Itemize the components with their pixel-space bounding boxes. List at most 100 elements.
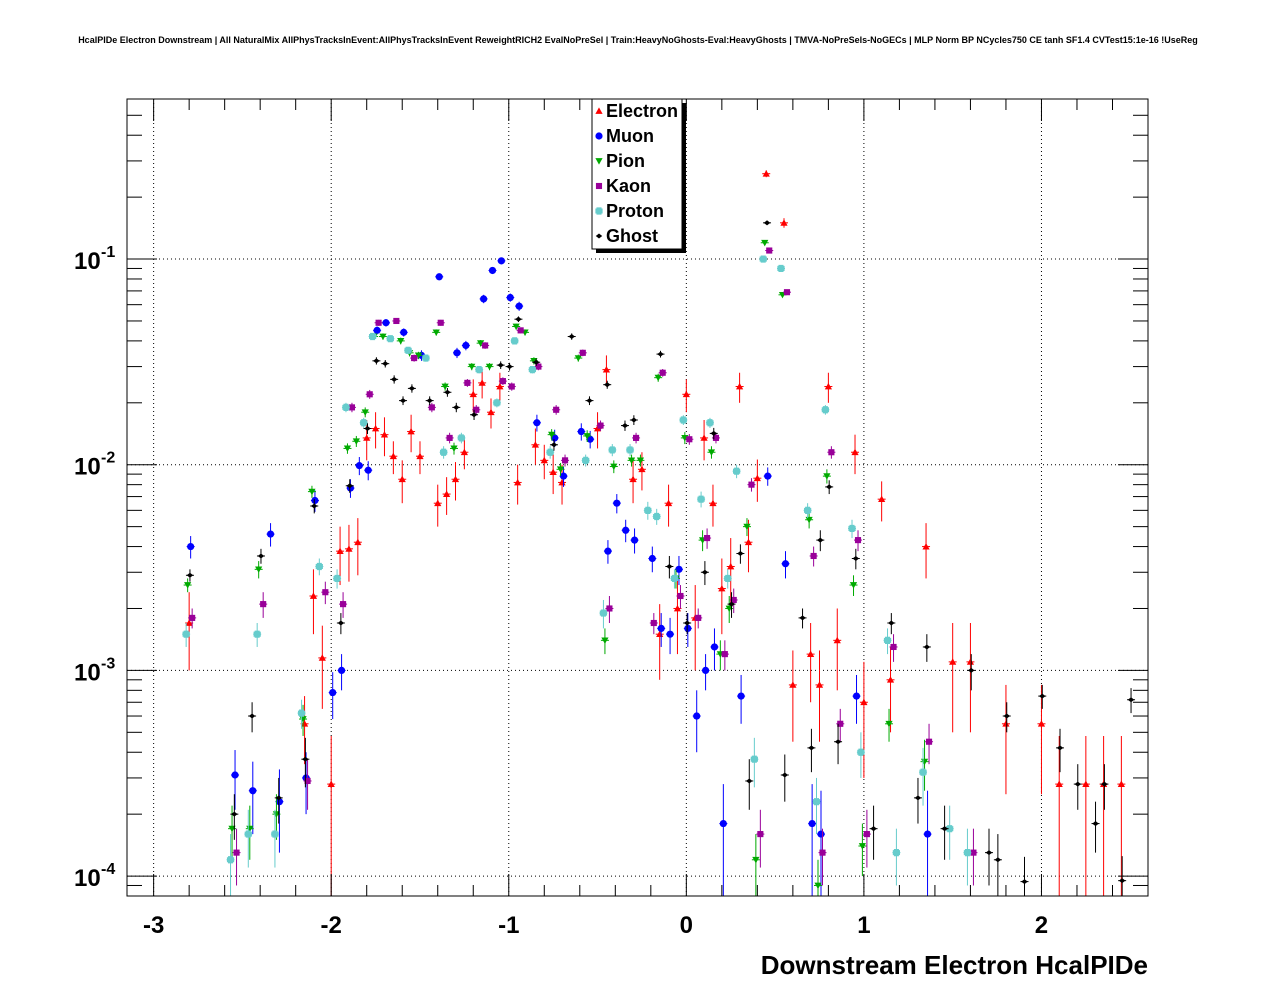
data-point-electron xyxy=(354,538,362,546)
data-point-muon xyxy=(701,666,710,674)
data-point-electron xyxy=(478,379,486,386)
data-point-muon xyxy=(231,771,239,779)
data-point-proton xyxy=(777,264,785,273)
data-point-ghost xyxy=(701,569,709,575)
data-point-proton xyxy=(857,748,865,756)
data-point-muon xyxy=(355,462,363,470)
data-point-pion xyxy=(414,352,423,360)
data-point-kaon xyxy=(854,537,862,544)
data-point-proton xyxy=(821,406,829,414)
data-point-kaon xyxy=(748,481,755,488)
data-point-ghost xyxy=(603,382,611,388)
data-point-muon xyxy=(764,472,772,480)
data-point-ghost xyxy=(586,398,593,404)
data-point-electron xyxy=(309,592,318,599)
data-point-muon xyxy=(311,496,319,505)
data-point-pion xyxy=(343,445,352,453)
data-point-ghost xyxy=(710,430,718,436)
legend-label-ghost: Ghost xyxy=(606,226,658,246)
data-point-muon xyxy=(622,526,630,534)
data-point-proton xyxy=(342,403,350,411)
data-point-ghost xyxy=(994,857,1002,863)
x-tick-label: -3 xyxy=(143,912,164,939)
data-point-proton xyxy=(804,506,812,514)
data-point-ghost xyxy=(781,772,789,778)
data-point-muon xyxy=(187,542,195,551)
data-point-pion xyxy=(805,516,813,524)
data-point-muon xyxy=(923,830,932,838)
data-point-kaon xyxy=(757,831,764,838)
data-point-kaon xyxy=(659,369,666,376)
data-point-pion xyxy=(654,374,662,382)
data-point-pion xyxy=(610,463,618,471)
data-point-proton xyxy=(919,768,927,776)
data-point-muon xyxy=(710,643,719,651)
data-point-ghost xyxy=(426,398,433,404)
series-muon xyxy=(186,257,932,896)
data-point-electron xyxy=(638,465,646,473)
data-point-kaon xyxy=(340,601,347,608)
y-tick-exponent: -2 xyxy=(101,450,115,467)
data-point-kaon xyxy=(712,434,720,441)
data-point-proton xyxy=(812,798,821,806)
data-point-muon xyxy=(373,326,381,334)
data-point-ghost xyxy=(683,620,691,626)
data-point-pion xyxy=(627,457,636,464)
legend-label-muon: Muon xyxy=(606,126,654,146)
data-point-kaon xyxy=(695,614,702,621)
data-point-proton xyxy=(244,830,252,838)
data-point-proton xyxy=(511,337,519,345)
x-tick-label: 0 xyxy=(680,912,693,939)
data-point-muon xyxy=(533,419,541,427)
data-point-kaon xyxy=(517,327,524,334)
data-point-kaon xyxy=(633,434,640,441)
data-point-proton xyxy=(493,399,501,407)
data-point-muon xyxy=(781,560,790,568)
data-point-ghost xyxy=(1092,821,1099,827)
legend-marker-kaon xyxy=(595,182,603,190)
data-point-kaon xyxy=(597,422,604,429)
data-point-proton xyxy=(315,562,323,571)
data-point-kaon xyxy=(508,383,515,390)
data-point-muon xyxy=(559,472,568,480)
data-point-muon xyxy=(577,427,585,436)
data-point-proton xyxy=(946,825,954,833)
data-point-ghost xyxy=(373,358,380,364)
data-point-muon xyxy=(675,565,683,573)
data-point-ghost xyxy=(337,620,345,626)
data-point-ghost xyxy=(808,745,815,751)
data-point-pion xyxy=(255,566,263,573)
data-point-ghost xyxy=(746,778,753,784)
y-tick-base: 10 xyxy=(74,865,101,892)
data-point-muon xyxy=(480,295,488,303)
data-point-muon xyxy=(719,819,727,828)
data-point-electron xyxy=(460,448,468,456)
data-point-electron xyxy=(673,604,682,612)
y-tick-base: 10 xyxy=(74,659,101,686)
data-point-proton xyxy=(883,636,892,644)
data-point-ghost xyxy=(470,412,478,418)
data-point-proton xyxy=(457,434,465,442)
data-point-electron xyxy=(469,390,477,398)
data-point-pion xyxy=(361,409,369,416)
data-point-kaon xyxy=(473,406,480,413)
data-point-electron xyxy=(185,619,193,626)
data-point-pion xyxy=(379,333,387,341)
data-point-electron xyxy=(363,434,371,441)
data-point-pion xyxy=(397,338,405,345)
y-tick-base: 10 xyxy=(74,454,101,481)
data-point-proton xyxy=(653,512,661,521)
data-point-kaon xyxy=(437,319,444,326)
y-tick-label: 10 -2 xyxy=(74,450,115,481)
y-tick-exponent: -4 xyxy=(101,861,115,878)
data-point-ghost xyxy=(666,563,673,570)
data-point-ghost xyxy=(941,826,948,832)
data-point-kaon xyxy=(348,404,356,411)
data-point-ghost xyxy=(302,756,309,762)
data-point-ghost xyxy=(1101,781,1108,787)
data-point-muon xyxy=(515,302,523,310)
data-point-muon xyxy=(657,624,665,633)
data-point-proton xyxy=(608,446,616,454)
data-point-muon xyxy=(630,536,639,544)
data-point-kaon xyxy=(677,592,684,600)
